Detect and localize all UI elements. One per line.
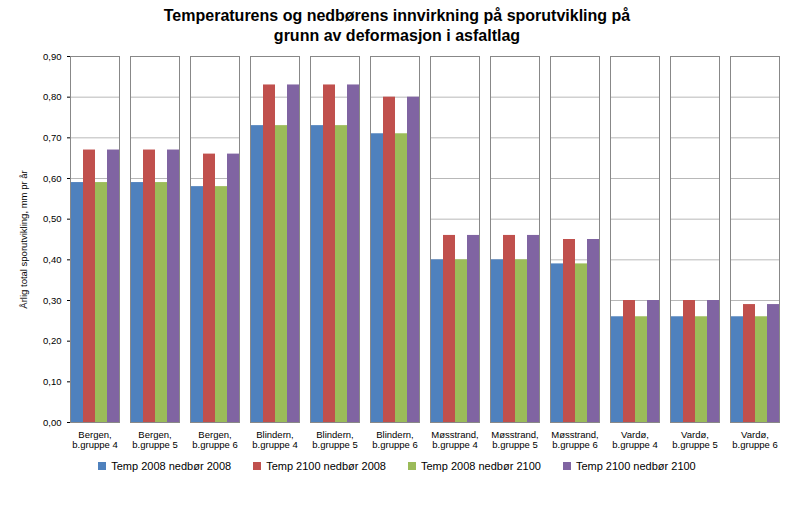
svg-text:Blindern,b.gruppe 6: Blindern,b.gruppe 6 xyxy=(372,429,417,450)
svg-text:Årlig total sporutvikling, mm: Årlig total sporutvikling, mm pr år xyxy=(18,170,29,308)
svg-text:0,80: 0,80 xyxy=(43,91,62,102)
html-text:Temp 2100 nedbør 2100: Temp 2100 nedbør 2100 xyxy=(575,460,696,472)
html-text:Temp 2100 nedbør 2008: Temp 2100 nedbør 2008 xyxy=(266,460,386,472)
html-text:Temp 2008 nedbør 2100: Temp 2008 nedbør 2100 xyxy=(421,460,541,472)
svg-text:0,70: 0,70 xyxy=(43,132,62,143)
svg-text:0,00: 0,00 xyxy=(43,417,62,428)
svg-text:Bergen,b.gruppe 6: Bergen,b.gruppe 6 xyxy=(192,429,237,450)
svg-text:Møsstrand,b.gruppe 6: Møsstrand,b.gruppe 6 xyxy=(551,429,599,450)
svg-text:0,30: 0,30 xyxy=(43,295,62,306)
svg-text:0,20: 0,20 xyxy=(43,335,62,346)
svg-text:Bergen,b.gruppe 4: Bergen,b.gruppe 4 xyxy=(72,429,117,450)
svg-text:0,40: 0,40 xyxy=(43,254,62,265)
svg-text:Blindern,b.gruppe 4: Blindern,b.gruppe 4 xyxy=(252,429,297,450)
svg-text:Møsstrand,b.gruppe 5: Møsstrand,b.gruppe 5 xyxy=(491,429,539,450)
svg-text:Vardø,b.gruppe 4: Vardø,b.gruppe 4 xyxy=(612,429,657,450)
svg-text:Vardø,b.gruppe 5: Vardø,b.gruppe 5 xyxy=(672,429,717,450)
svg-text:0,90: 0,90 xyxy=(43,51,62,62)
html-text:Temp 2008 nedbør 2008: Temp 2008 nedbør 2008 xyxy=(111,460,232,472)
html-text:Temperaturens og nedbørens inn: Temperaturens og nedbørens innvirkning p… xyxy=(163,7,631,44)
svg-text:Møsstrand,b.gruppe 4: Møsstrand,b.gruppe 4 xyxy=(431,429,479,450)
svg-text:0,60: 0,60 xyxy=(43,173,62,184)
svg-text:Blindern,b.gruppe 5: Blindern,b.gruppe 5 xyxy=(312,429,357,450)
svg-text:0,50: 0,50 xyxy=(43,213,62,224)
svg-text:Bergen,b.gruppe 5: Bergen,b.gruppe 5 xyxy=(132,429,177,450)
svg-text:Vardø,b.gruppe 6: Vardø,b.gruppe 6 xyxy=(732,429,777,450)
svg-text:0,10: 0,10 xyxy=(43,376,62,387)
